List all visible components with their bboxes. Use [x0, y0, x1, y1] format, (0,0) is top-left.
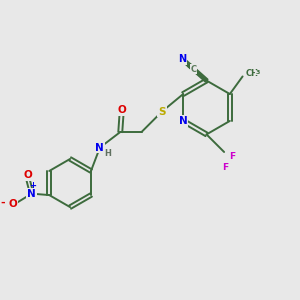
Text: N: N	[179, 116, 188, 126]
Text: -: -	[0, 198, 4, 208]
Text: +: +	[30, 181, 37, 190]
Text: C: C	[191, 65, 197, 74]
Text: O: O	[117, 105, 126, 115]
Text: CH: CH	[245, 68, 258, 77]
Text: H: H	[104, 149, 111, 158]
Text: S: S	[158, 106, 166, 117]
Text: F: F	[223, 163, 229, 172]
Text: 3: 3	[255, 70, 260, 75]
Text: N: N	[95, 142, 104, 153]
Text: N: N	[27, 189, 36, 199]
Text: F: F	[229, 152, 235, 161]
Text: O: O	[23, 170, 32, 180]
Text: O: O	[8, 200, 17, 209]
Text: N: N	[178, 54, 186, 64]
